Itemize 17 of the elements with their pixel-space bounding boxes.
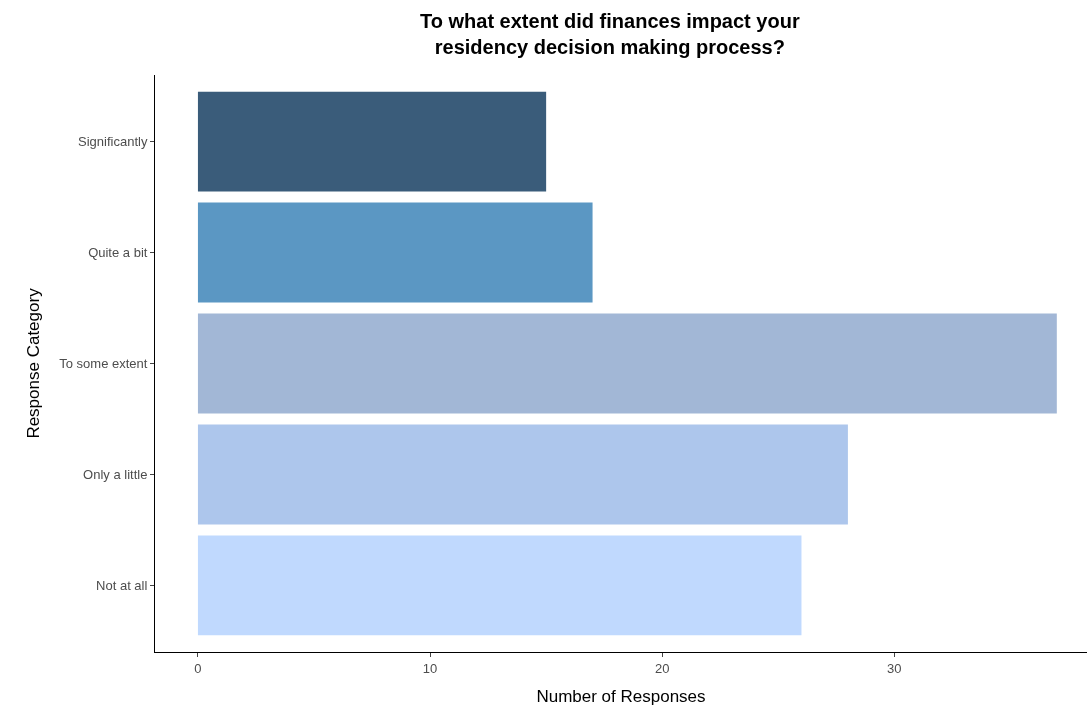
bar — [197, 313, 1057, 414]
bar — [197, 535, 802, 636]
x-axis-title: Number of Responses — [536, 687, 706, 706]
chart-title: To what extent did finances impact your residency decision making process? — [420, 10, 800, 59]
y-tick-label: Not at all — [96, 577, 148, 593]
x-tick-label: 30 — [887, 660, 902, 676]
y-tick-label: Only a little — [83, 467, 148, 483]
bar — [197, 202, 593, 303]
y-tick-label: Significantly — [78, 134, 148, 150]
x-tick-label: 20 — [654, 660, 670, 676]
bar — [197, 91, 547, 192]
y-tick-label: To some extent — [59, 356, 148, 372]
y-tick-label: Quite a bit — [88, 245, 148, 261]
bar — [197, 424, 848, 525]
x-tick-label: 10 — [422, 660, 438, 676]
x-tick-label: 0 — [194, 660, 202, 676]
y-axis-title: Response Category — [23, 287, 43, 439]
